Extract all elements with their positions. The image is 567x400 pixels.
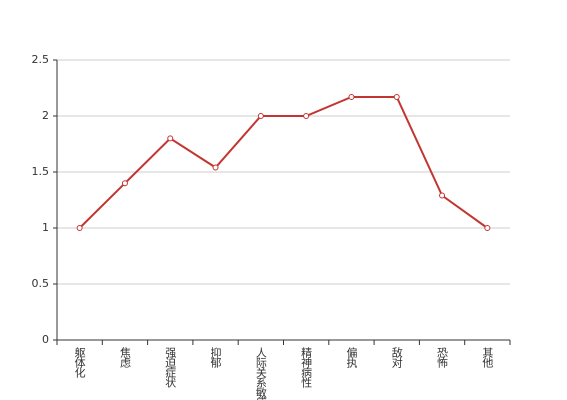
x-tick-label: 精神病性: [300, 347, 313, 389]
point: [348, 93, 355, 100]
x-tick-label: 焦虑: [118, 347, 131, 368]
x-tick-label: 其他: [481, 347, 494, 368]
point: [76, 225, 83, 231]
y-tick-label: 0: [42, 333, 49, 346]
series-line: [78, 95, 488, 229]
y-tick-label: 1.5: [32, 165, 50, 178]
x-tick-label: 敌对: [390, 346, 403, 368]
x-tick-label: 躯体化: [73, 347, 86, 379]
point: [212, 164, 219, 171]
x-tick-label: 抑郁: [209, 346, 222, 368]
y-tick-label: 2: [42, 109, 49, 122]
y-tick-label: 2.5: [32, 53, 50, 66]
x-tick-label: 强迫症状: [164, 347, 177, 388]
point: [393, 93, 400, 100]
point: [167, 135, 174, 142]
point: [121, 180, 128, 187]
x-tick-label: 偏执: [345, 346, 358, 369]
point: [257, 113, 264, 119]
point: [303, 113, 310, 119]
point: [439, 192, 446, 199]
y-tick-label: 0.5: [32, 277, 50, 290]
x-tick-label: 恐怖: [436, 347, 449, 368]
x-tick-label: 人际关系敏感: [254, 347, 267, 400]
point: [484, 225, 491, 231]
y-tick-label: 1: [42, 221, 49, 234]
